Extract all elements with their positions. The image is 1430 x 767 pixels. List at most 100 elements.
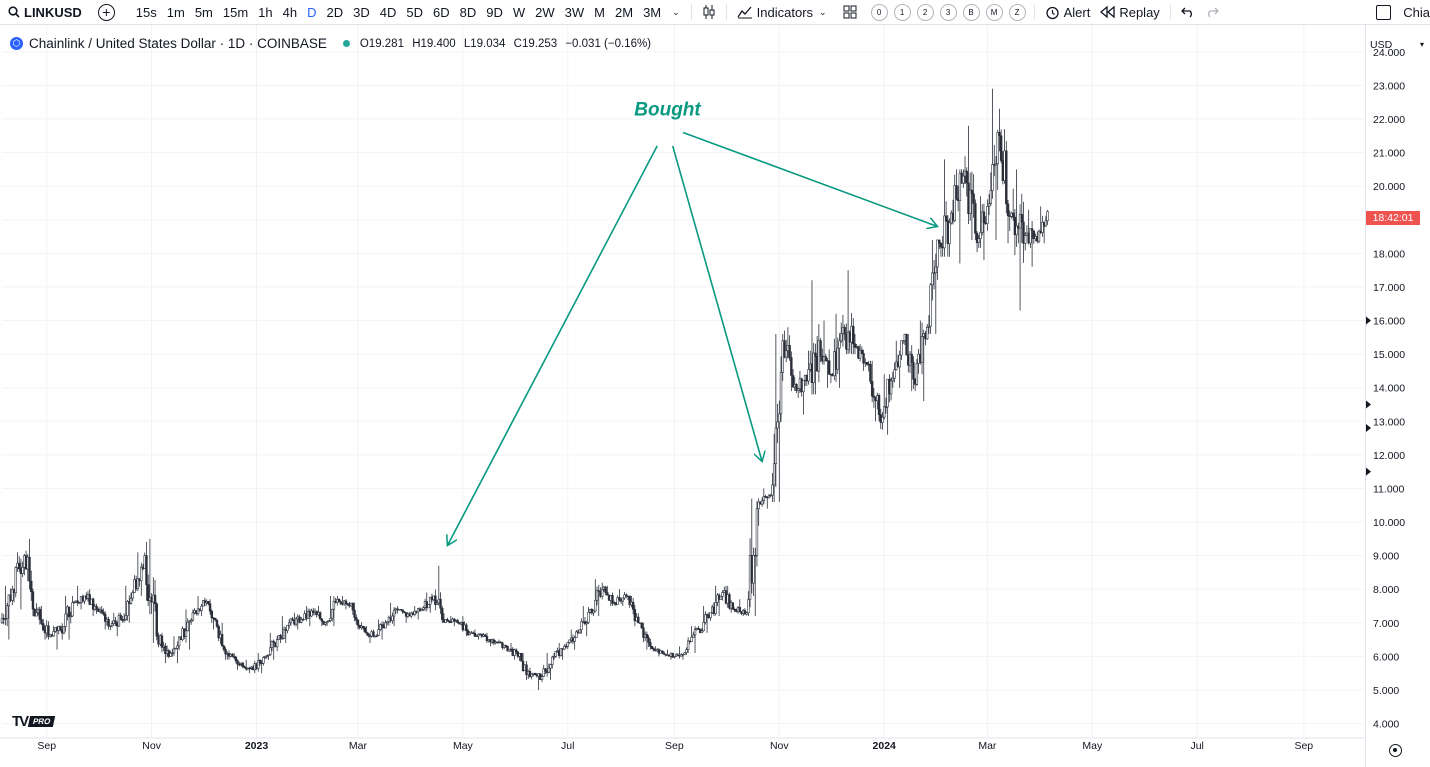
chart-settings-gear-icon[interactable] <box>1389 744 1402 757</box>
interval-button[interactable]: 3W <box>564 4 585 20</box>
undo-button[interactable] <box>1176 0 1200 24</box>
time-tick-label: Mar <box>349 740 368 752</box>
replay-button[interactable]: Replay <box>1095 0 1164 24</box>
candle-body <box>1020 214 1023 223</box>
candle-body <box>52 631 55 637</box>
layout-shortcut-button[interactable]: B <box>962 3 980 21</box>
candle-body <box>936 239 939 268</box>
interval-button[interactable]: 15m <box>222 4 249 20</box>
candle-body <box>714 602 717 614</box>
layout-name[interactable]: Chia <box>1403 5 1430 20</box>
candle-body <box>441 607 444 620</box>
candle-body <box>320 618 324 622</box>
price-chart[interactable]: Bought 4.000 5.000 6.000 7.000 8.000 9.000 10.… <box>0 25 1430 767</box>
time-tick-label: Sep <box>1294 740 1313 752</box>
candle-body <box>131 592 134 599</box>
interval-button[interactable]: 3D <box>353 4 370 20</box>
candle-body <box>324 622 327 625</box>
redo-button[interactable] <box>1200 0 1224 24</box>
price-tick-label: 21.000 <box>1373 148 1405 160</box>
time-tick-label: Jul <box>561 740 574 752</box>
interval-button[interactable]: D <box>307 4 317 20</box>
symbol-search[interactable]: LINKUSD <box>0 5 88 20</box>
interval-button[interactable]: M <box>594 4 605 20</box>
toolbar-divider <box>725 4 727 20</box>
candle-body <box>325 621 329 624</box>
chart-type-button[interactable] <box>697 0 721 24</box>
candle-body <box>661 650 664 654</box>
candle-body <box>210 610 214 619</box>
interval-button[interactable]: 3M <box>643 4 662 20</box>
interval-button[interactable]: 2D <box>326 4 344 20</box>
candle-body <box>69 615 72 618</box>
compare-symbol-plus-icon[interactable]: + <box>97 3 115 21</box>
layout-shortcut-button[interactable]: 1 <box>893 3 911 21</box>
candle-body <box>910 353 913 363</box>
layout-checkbox[interactable] <box>1376 5 1392 20</box>
candle-body <box>650 646 654 649</box>
candle-body <box>728 594 731 609</box>
candle-body <box>575 631 578 638</box>
candle-body <box>208 603 212 612</box>
candle-body <box>124 615 128 621</box>
alert-label: Alert <box>1063 4 1091 20</box>
candle-body <box>604 586 607 593</box>
undo-icon <box>1180 7 1192 18</box>
candle-body <box>355 617 358 621</box>
interval-more-chevron-icon[interactable]: ⌄ <box>672 6 680 17</box>
interval-button[interactable]: W <box>512 4 526 20</box>
interval-button[interactable]: 5m <box>194 4 213 20</box>
candle-body <box>852 325 855 345</box>
currency-selector[interactable]: USD ▾ <box>1370 37 1424 52</box>
candle-body <box>353 609 356 618</box>
candles-icon <box>703 5 715 19</box>
candle-body <box>272 641 275 644</box>
layout-shortcut-button[interactable]: 3 <box>939 3 957 21</box>
alert-button[interactable]: Alert <box>1040 0 1096 24</box>
candle-body <box>953 185 956 221</box>
candle-body <box>140 566 143 582</box>
candle-body <box>146 584 150 602</box>
candle-body <box>996 132 999 165</box>
layout-shortcut-button[interactable]: 0 <box>870 3 888 21</box>
templates-button[interactable] <box>838 0 862 24</box>
candle-body <box>547 667 551 673</box>
interval-button[interactable]: 6D <box>433 4 450 20</box>
candle-body <box>530 673 533 677</box>
currency-chevron-icon: ▾ <box>1419 40 1424 49</box>
interval-button[interactable]: 4h <box>282 4 298 20</box>
candle-body <box>301 619 305 621</box>
price-axis: 4.000 5.000 6.000 7.000 8.000 9.000 10.000 11.0… <box>1366 47 1405 731</box>
interval-button[interactable]: 9D <box>486 4 503 20</box>
annotation-arrow <box>447 145 658 546</box>
candle-body <box>680 654 683 657</box>
layout-shortcut-button[interactable]: 2 <box>916 3 934 21</box>
legend-title[interactable]: Chainlink / United States Dollar · 1D · … <box>29 36 327 51</box>
candle-body <box>559 648 563 657</box>
candle-body <box>628 595 631 606</box>
interval-button[interactable]: 1m <box>166 4 185 20</box>
interval-button[interactable]: 8D <box>459 4 477 20</box>
layout-shortcut-button[interactable]: M <box>985 3 1003 21</box>
candle-body <box>401 609 404 613</box>
candle-body <box>925 326 929 340</box>
layout-shortcut-button[interactable]: Z <box>1008 3 1026 21</box>
candle-body <box>757 501 760 510</box>
candle-body <box>551 656 554 665</box>
candle-body <box>700 630 704 634</box>
candle-body <box>145 555 148 585</box>
ohlc-open: O19.281 <box>359 37 404 50</box>
interval-button[interactable]: 15s <box>135 4 157 20</box>
interval-button[interactable]: 1h <box>258 4 273 20</box>
candle-body <box>760 500 764 505</box>
price-tick-label: 22.000 <box>1373 114 1405 126</box>
interval-button[interactable]: 2M <box>615 4 634 20</box>
interval-button[interactable]: 5D <box>406 4 423 20</box>
indicators-button[interactable]: Indicators ⌄ <box>732 0 838 24</box>
candle-body <box>456 620 459 624</box>
candle-body <box>1030 228 1034 232</box>
interval-button[interactable]: 4D <box>379 4 397 20</box>
candle-body <box>363 627 367 633</box>
candle-body <box>772 463 776 486</box>
interval-button[interactable]: 2W <box>535 4 555 20</box>
